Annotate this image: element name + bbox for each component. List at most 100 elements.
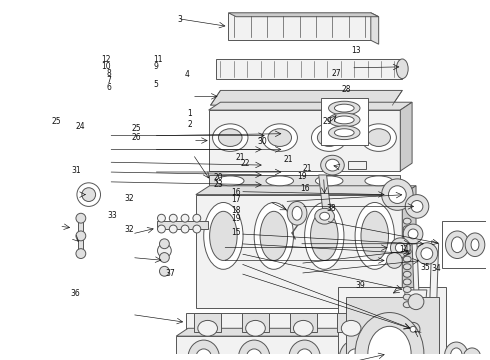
Text: 34: 34 [432,264,441,273]
Ellipse shape [159,253,170,262]
Ellipse shape [76,249,86,258]
Text: 32: 32 [124,225,134,234]
Ellipse shape [355,312,424,360]
Ellipse shape [335,104,354,112]
Bar [176,336,383,360]
Bar [320,98,368,145]
Text: 25: 25 [132,124,142,133]
Ellipse shape [416,243,438,264]
Polygon shape [403,290,427,312]
Text: 15: 15 [231,228,241,237]
Ellipse shape [403,279,411,285]
Polygon shape [194,312,221,332]
Ellipse shape [217,176,244,186]
Ellipse shape [210,211,237,261]
Ellipse shape [329,113,360,127]
Ellipse shape [403,224,423,244]
Ellipse shape [405,195,429,218]
Ellipse shape [316,176,343,186]
Ellipse shape [318,129,341,147]
Text: 2: 2 [187,120,192,129]
Text: 39: 39 [356,282,366,291]
Ellipse shape [389,186,406,203]
Ellipse shape [219,129,242,147]
Polygon shape [290,312,317,332]
Ellipse shape [408,229,418,239]
Ellipse shape [403,302,411,308]
Polygon shape [196,186,416,195]
Bar [348,161,366,169]
Ellipse shape [361,124,396,151]
Ellipse shape [408,294,424,310]
Text: 17: 17 [231,195,241,204]
Text: 6: 6 [106,83,111,92]
Polygon shape [209,102,412,110]
Text: 12: 12 [101,55,111,64]
Ellipse shape [365,176,392,186]
Ellipse shape [444,342,468,360]
Ellipse shape [403,233,411,239]
Text: 32: 32 [124,194,134,203]
Ellipse shape [403,294,411,300]
Text: 14: 14 [399,245,409,254]
Ellipse shape [335,129,354,137]
Ellipse shape [421,248,433,260]
Ellipse shape [320,155,344,175]
Text: 10: 10 [101,62,111,71]
Ellipse shape [196,349,212,360]
Ellipse shape [76,213,86,223]
Ellipse shape [170,214,177,222]
Ellipse shape [361,211,389,261]
Ellipse shape [403,256,411,262]
Bar [209,175,400,187]
Polygon shape [402,186,416,308]
Ellipse shape [198,320,218,336]
Text: 21: 21 [303,163,312,172]
Ellipse shape [311,211,338,261]
Text: 13: 13 [351,46,361,55]
Text: 19: 19 [297,172,307,181]
Ellipse shape [403,271,411,277]
Ellipse shape [382,179,413,210]
Ellipse shape [159,239,170,249]
Ellipse shape [347,349,363,360]
Text: 23: 23 [214,180,223,189]
Ellipse shape [289,340,320,360]
Ellipse shape [312,124,347,151]
Polygon shape [242,312,269,332]
Ellipse shape [445,231,469,258]
Ellipse shape [181,225,189,233]
Text: 38: 38 [326,204,336,213]
Ellipse shape [193,225,201,233]
Ellipse shape [246,349,262,360]
Polygon shape [176,328,394,336]
Ellipse shape [297,349,313,360]
Text: 4: 4 [185,70,190,79]
Ellipse shape [268,129,292,147]
Ellipse shape [315,208,335,224]
Polygon shape [371,13,379,44]
Ellipse shape [294,320,313,336]
Ellipse shape [213,124,248,151]
Text: 37: 37 [166,269,175,278]
Polygon shape [338,312,365,332]
Text: 11: 11 [153,55,163,64]
Text: 18: 18 [232,206,241,215]
Text: 8: 8 [106,69,111,78]
Text: 26: 26 [132,134,142,143]
Ellipse shape [262,124,297,151]
Ellipse shape [188,340,220,360]
Bar [186,312,373,332]
Text: 5: 5 [153,80,158,89]
Ellipse shape [403,218,411,224]
Ellipse shape [204,202,243,269]
Text: 27: 27 [332,69,342,78]
Ellipse shape [367,129,391,147]
Ellipse shape [305,202,344,269]
Text: 22: 22 [240,159,250,168]
Bar [228,13,371,40]
Ellipse shape [396,59,408,78]
Ellipse shape [76,231,86,241]
Ellipse shape [266,176,294,186]
Text: 29: 29 [322,117,332,126]
